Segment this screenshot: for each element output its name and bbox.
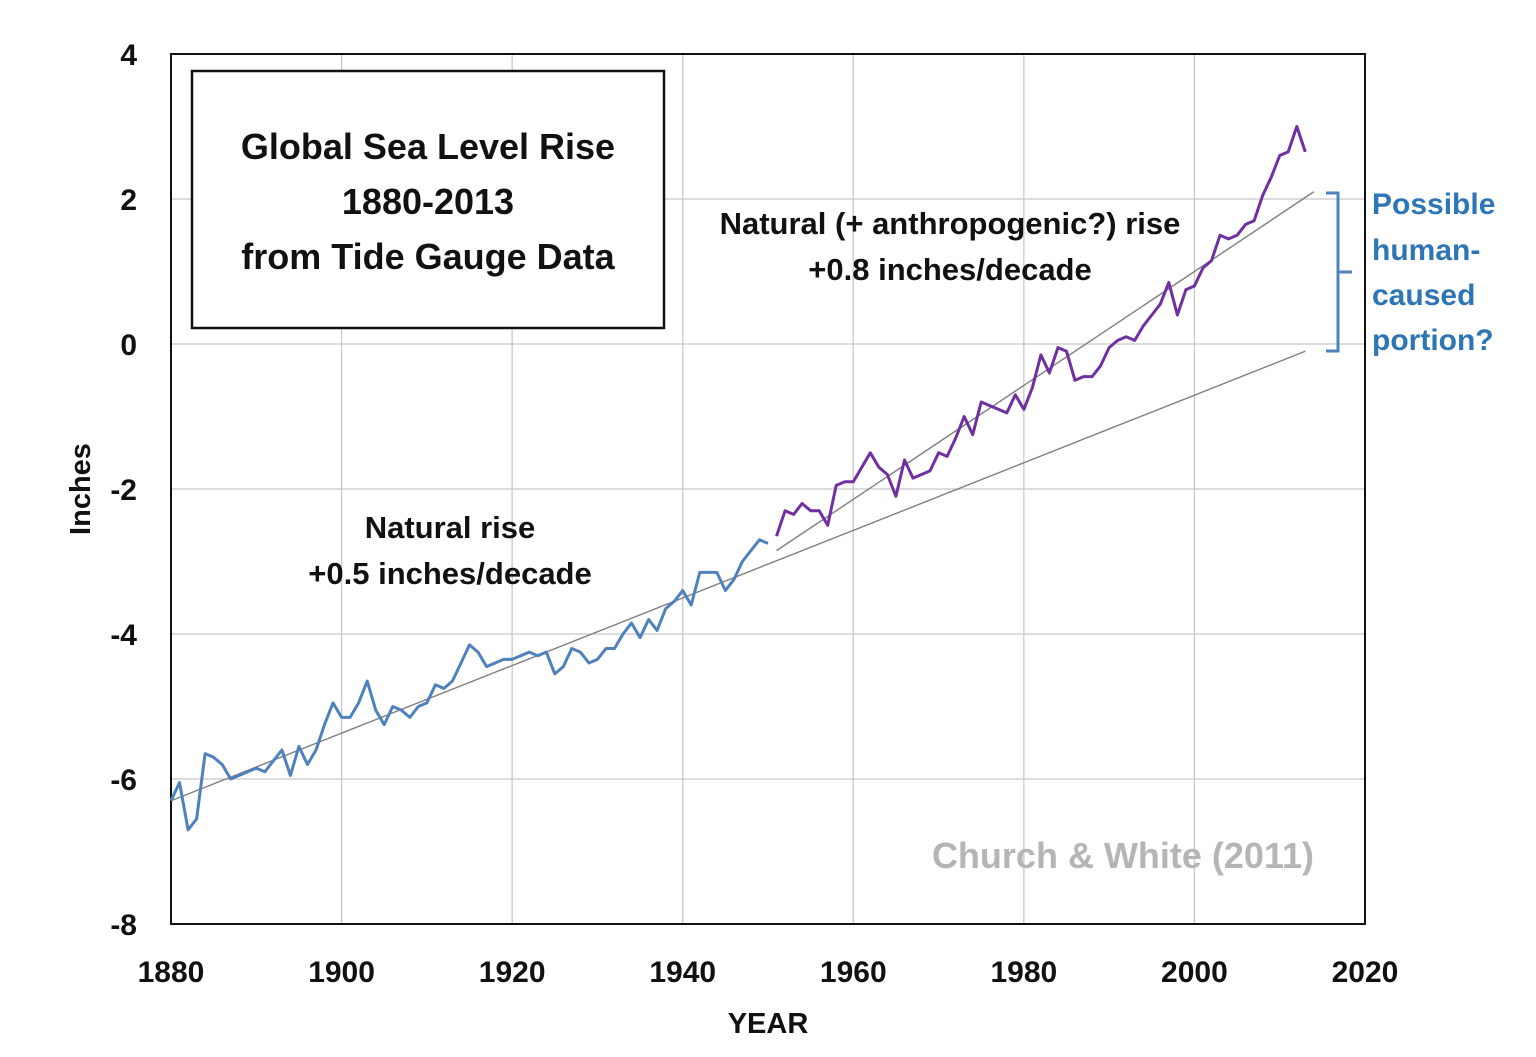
y-tick-label: 4 bbox=[120, 39, 137, 72]
y-axis-ticks: 4 2 0 -2 -4 -6 -8 bbox=[110, 39, 137, 942]
y-tick-label: -2 bbox=[110, 474, 137, 507]
human-portion-line-3: caused bbox=[1372, 279, 1475, 312]
recent-rise-rate: +0.8 inches/decade bbox=[808, 252, 1091, 287]
trend-line-natural-plus-anthropogenic bbox=[776, 191, 1315, 552]
y-axis-title: Inches bbox=[65, 443, 97, 535]
x-tick-label: 1880 bbox=[138, 956, 205, 989]
human-portion-line-4: portion? bbox=[1372, 324, 1494, 357]
x-tick-label: 1980 bbox=[990, 956, 1057, 989]
y-tick-label: -4 bbox=[110, 619, 137, 652]
y-tick-label: -8 bbox=[110, 909, 137, 942]
x-tick-label: 1960 bbox=[820, 956, 887, 989]
x-tick-label: 2000 bbox=[1161, 956, 1228, 989]
human-portion-line-1: Possible bbox=[1372, 188, 1495, 221]
human-portion-bracket bbox=[1326, 191, 1352, 353]
y-tick-label: -6 bbox=[110, 764, 137, 797]
plot-area-border bbox=[170, 53, 1366, 925]
chart-title-line-2: 1880-2013 bbox=[342, 181, 514, 222]
natural-rise-rate: +0.5 inches/decade bbox=[308, 556, 591, 591]
x-axis-title: YEAR bbox=[728, 1008, 809, 1040]
recent-rise-label: Natural (+ anthropogenic?) rise bbox=[720, 206, 1181, 241]
human-portion-line-2: human- bbox=[1372, 234, 1480, 267]
title-box bbox=[190, 69, 666, 330]
trend-lines bbox=[170, 191, 1315, 802]
x-tick-label: 1940 bbox=[649, 956, 716, 989]
series-line-2 bbox=[775, 125, 1307, 537]
data-series bbox=[169, 125, 1307, 832]
x-tick-label: 1920 bbox=[479, 956, 546, 989]
chart-title-line-3: from Tide Gauge Data bbox=[241, 236, 615, 277]
x-axis-ticks: 1880 1900 1920 1940 1960 1980 2000 2020 bbox=[138, 956, 1399, 989]
x-tick-label: 2020 bbox=[1332, 956, 1399, 989]
natural-rise-label: Natural rise bbox=[365, 510, 536, 545]
trend-line-natural bbox=[170, 350, 1306, 802]
y-tick-label: 0 bbox=[120, 329, 137, 362]
x-tick-label: 1900 bbox=[308, 956, 375, 989]
chart-title-line-1: Global Sea Level Rise bbox=[241, 126, 615, 167]
data-source-credit: Church & White (2011) bbox=[932, 835, 1314, 876]
series-line-1 bbox=[169, 538, 769, 832]
y-tick-label: 2 bbox=[120, 184, 137, 217]
